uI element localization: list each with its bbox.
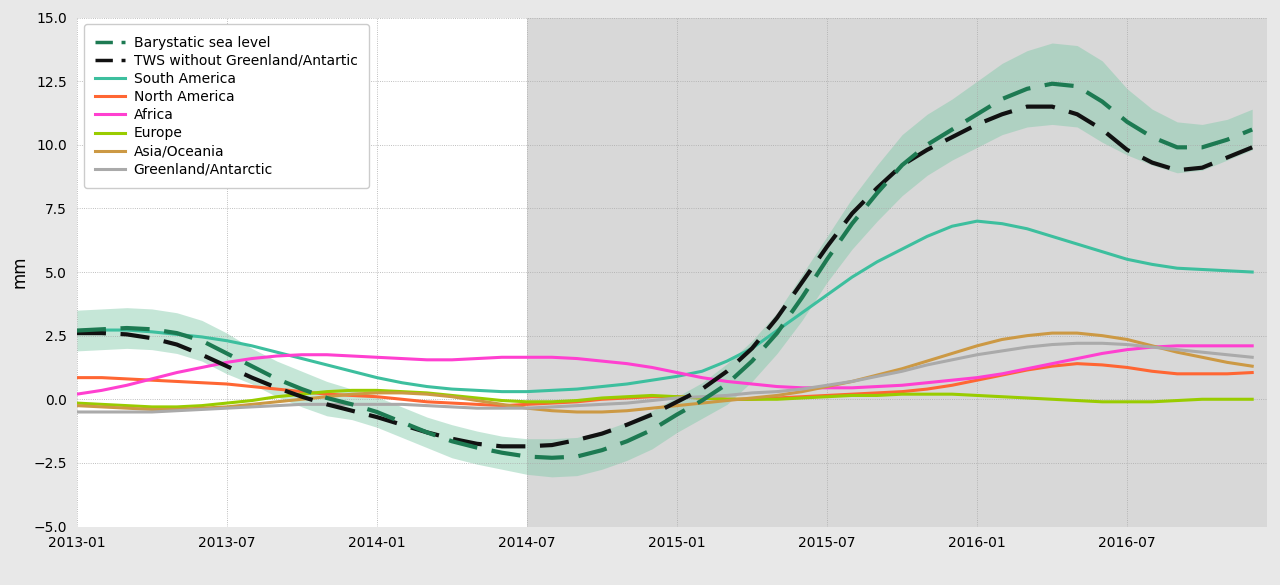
Y-axis label: mm: mm [10,256,28,288]
Legend: Barystatic sea level, TWS without Greenland/Antartic, South America, North Ameri: Barystatic sea level, TWS without Greenl… [83,25,369,188]
Bar [527,18,1277,526]
